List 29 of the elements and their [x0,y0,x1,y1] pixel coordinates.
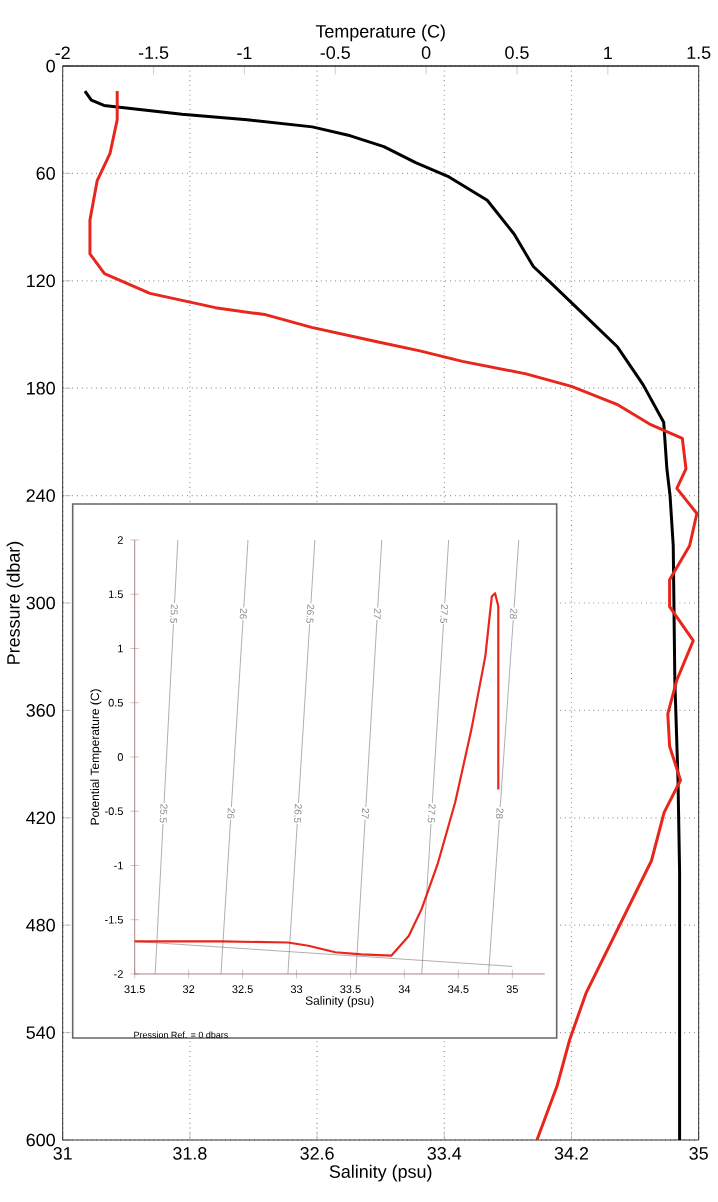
y-tick-label: 480 [26,918,56,932]
y-tick-label: 300 [26,596,56,610]
y-tick-label: 120 [27,274,56,288]
x-tick-label: 31.8 [173,1147,207,1160]
x2-tick-label: -0.5 [320,46,351,59]
x-tick-label: 34.2 [554,1147,589,1160]
x2-tick-label: -2 [55,46,70,59]
x2-tick-label: -1.5 [139,46,169,59]
y-tick-label: 600 [26,1133,56,1147]
x-tick-label: 35 [689,1147,708,1160]
y-tick-label: 360 [26,704,56,717]
x2-tick-label: -1 [237,46,252,59]
y-tick-label: 60 [36,167,56,180]
y-axis-title: Pressure (dbar) [6,541,24,664]
x2-tick-label: 1 [604,46,613,59]
x2-axis-title: Temperature (C) [315,24,445,42]
x2-tick-label: 0.5 [505,46,529,59]
x2-tick-label: 0 [421,46,431,59]
x-tick-label: 33.4 [427,1147,462,1160]
y-tick-label: 540 [26,1026,56,1039]
x-tick-label: 31 [53,1147,72,1160]
x-tick-label: 32.6 [300,1147,334,1160]
y-tick-label: 420 [26,811,56,825]
line-series [133,592,500,957]
x2-tick-label: 1.5 [687,46,711,59]
y-tick-label: 240 [26,489,56,502]
y-tick-label: 180 [27,381,56,395]
y-tick-label: 0 [46,59,56,73]
x-axis-title: Salinity (psu) [329,1164,432,1182]
